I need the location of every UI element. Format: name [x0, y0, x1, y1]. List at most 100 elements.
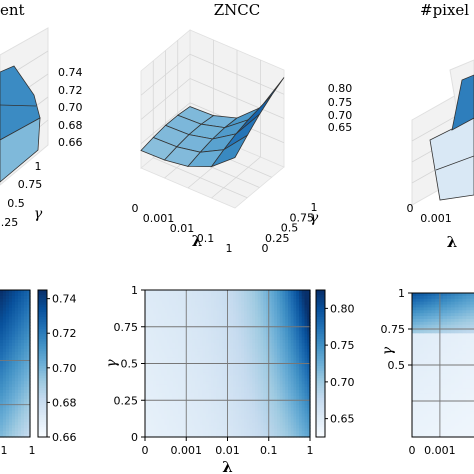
heatmap-cell	[175, 345, 179, 350]
heatmap-cell	[194, 319, 198, 323]
heatmap-cell	[244, 337, 248, 341]
heatmap-cell	[216, 328, 220, 332]
heatmap-cell	[249, 372, 253, 376]
heatmap-cell	[307, 360, 311, 365]
heatmap-cell	[238, 407, 242, 412]
heatmap-cell	[21, 395, 25, 400]
heatmap-cell	[213, 354, 218, 359]
heatmap-cell	[446, 347, 452, 352]
left-heatmap: 1 10.740.720.700.680.66	[0, 289, 77, 457]
heatmap-cell	[412, 362, 417, 366]
heatmap-cell	[282, 339, 286, 344]
heatmap-cell	[153, 307, 157, 312]
heatmap-cell	[450, 301, 456, 306]
heatmap-cell	[183, 290, 187, 294]
heatmap-cell	[277, 290, 281, 294]
heatmap-cell	[268, 357, 273, 362]
heatmap-cell	[285, 375, 289, 379]
heatmap-cell	[200, 375, 204, 379]
heatmap-cell	[9, 328, 13, 332]
heatmap-cell	[458, 425, 463, 429]
heatmap-cell	[222, 378, 226, 382]
heatmap-cell	[255, 307, 259, 312]
heatmap-cell	[274, 319, 278, 323]
y-tick-label: 0.25	[114, 394, 139, 407]
heatmap-cell	[12, 357, 16, 362]
heatmap-cell	[161, 363, 165, 368]
heatmap-cell	[6, 395, 10, 400]
heatmap-cell	[266, 328, 270, 332]
heatmap-cell	[208, 381, 212, 385]
heatmap-cell	[194, 334, 198, 338]
heatmap-cell	[462, 324, 467, 329]
heatmap-cell	[235, 310, 240, 315]
heatmap-cell	[208, 337, 212, 341]
heatmap-cell	[423, 301, 429, 306]
heatmap-cell	[175, 375, 179, 379]
heatmap-cell	[423, 324, 429, 329]
heatmap-cell	[419, 365, 425, 369]
heatmap-cell	[266, 410, 270, 415]
heatmap-cell	[169, 301, 174, 306]
heatmap-cell	[277, 301, 281, 306]
heatmap-cell	[156, 322, 160, 326]
colorbar-step	[316, 419, 325, 423]
heatmap-cell	[423, 336, 429, 340]
heatmap-cell	[158, 392, 163, 397]
heatmap-cell	[431, 362, 436, 366]
heatmap-cell	[224, 345, 229, 350]
heatmap-cell	[213, 431, 218, 435]
heatmap-cell	[435, 298, 440, 303]
colorbar-step	[316, 290, 325, 294]
heatmap-cell	[169, 357, 174, 362]
heatmap-cell	[172, 407, 176, 412]
heatmap-cell	[238, 431, 242, 435]
heatmap-cell	[24, 322, 28, 326]
heatmap-cell	[186, 369, 190, 373]
heatmap-cell	[3, 310, 7, 315]
heatmap-cell	[0, 413, 4, 418]
heatmap-cell	[15, 316, 19, 320]
heatmap-cell	[470, 298, 474, 303]
heatmap-cell	[153, 378, 157, 382]
heatmap-cell	[227, 313, 231, 318]
heatmap-cell	[178, 425, 182, 429]
heatmap-cell	[189, 331, 193, 335]
heatmap-cell	[450, 341, 456, 346]
colorbar-step	[316, 316, 325, 320]
heatmap-cell	[18, 304, 22, 309]
heatmap-cell	[6, 331, 10, 335]
heatmap-cell	[246, 395, 251, 400]
heatmap-cell	[27, 431, 31, 435]
y-tick-label: 1	[35, 160, 42, 173]
heatmap-cell	[454, 318, 460, 323]
heatmap-cell	[277, 410, 281, 415]
heatmap-cell	[147, 342, 152, 347]
heatmap-cell	[307, 298, 311, 303]
heatmap-cell	[158, 395, 163, 400]
heatmap-cell	[233, 375, 237, 379]
heatmap-cell	[419, 422, 425, 427]
heatmap-cell	[415, 393, 421, 398]
heatmap-cell	[266, 304, 270, 309]
heatmap-cell	[18, 419, 22, 423]
heatmap-cell	[263, 360, 267, 365]
heatmap-cell	[175, 337, 179, 341]
heatmap-cell	[200, 295, 204, 300]
heatmap-cell	[299, 334, 303, 338]
heatmap-cell	[6, 301, 10, 306]
heatmap-cell	[18, 398, 22, 403]
heatmap-cell	[175, 348, 179, 353]
heatmap-cell	[191, 413, 196, 418]
heatmap-cell	[285, 304, 289, 309]
heatmap-cell	[241, 298, 245, 303]
heatmap-cell	[423, 310, 429, 314]
heatmap-cell	[21, 290, 25, 294]
colorbar-step	[38, 368, 47, 372]
heatmap-cell	[439, 428, 444, 432]
colorbar-step	[316, 410, 325, 414]
heatmap-cell	[263, 384, 267, 388]
heatmap-cell	[180, 381, 185, 385]
heatmap-cell	[266, 357, 270, 362]
heatmap-cell	[439, 362, 444, 366]
